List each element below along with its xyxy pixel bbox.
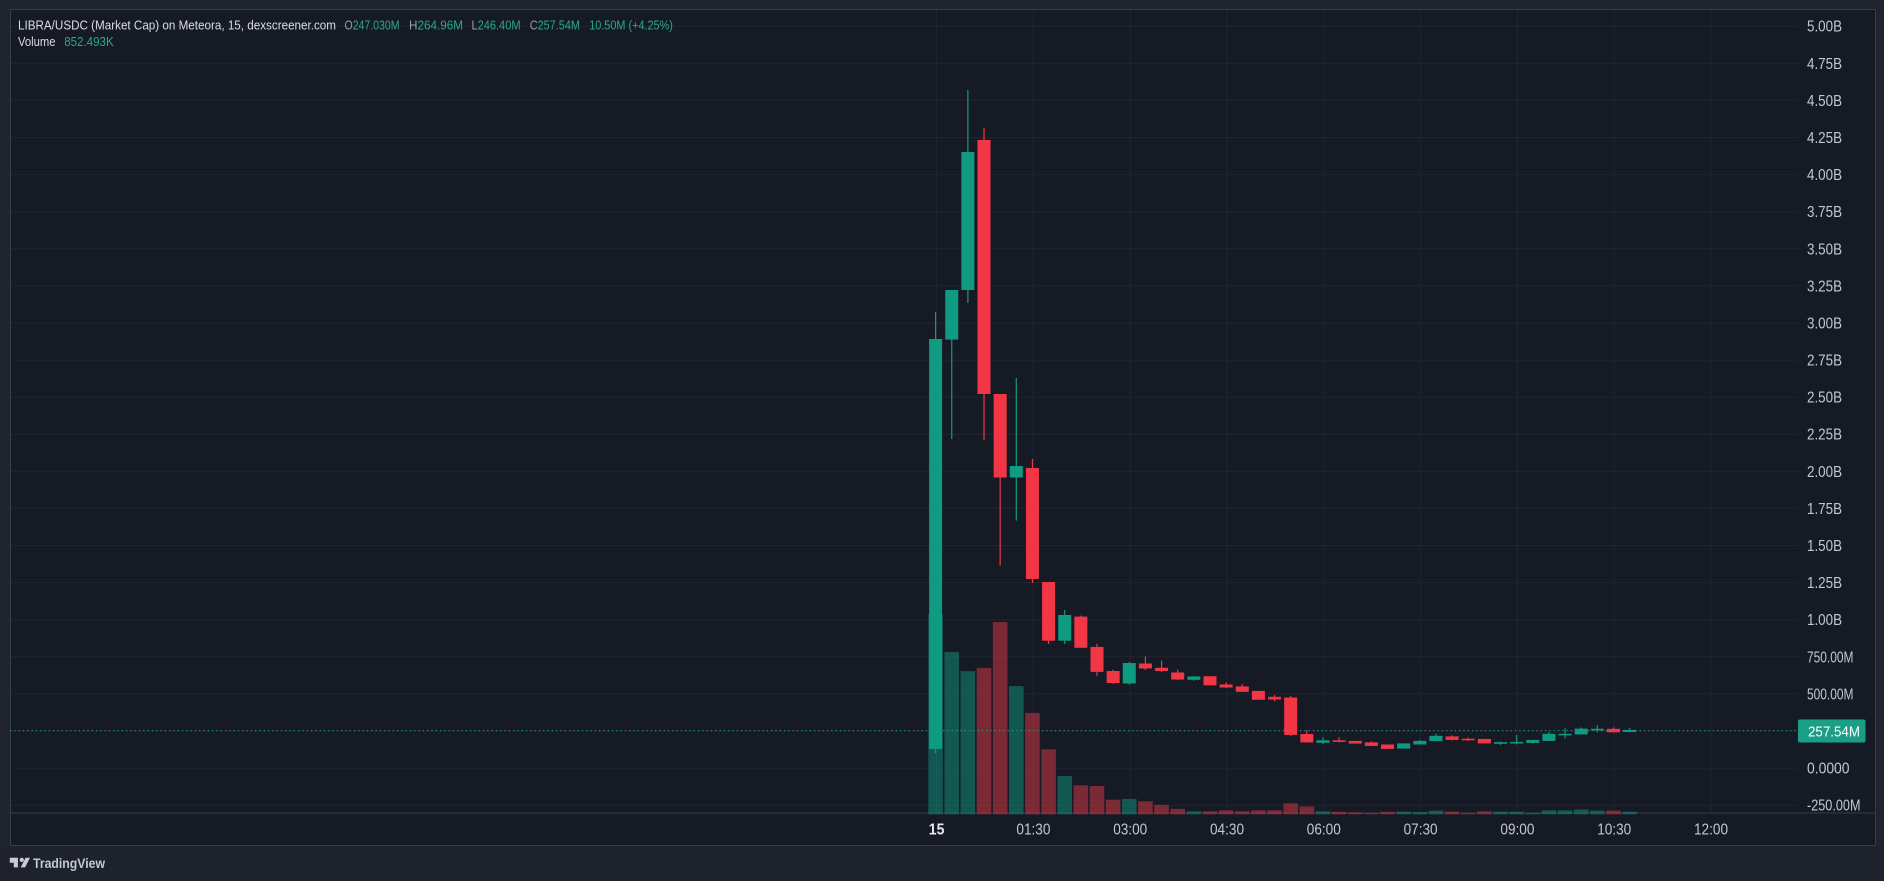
svg-text:257.54M: 257.54M xyxy=(1808,725,1860,741)
svg-text:852.493K: 852.493K xyxy=(64,35,114,49)
svg-text:3.75B: 3.75B xyxy=(1807,204,1842,221)
svg-text:2.50B: 2.50B xyxy=(1807,390,1842,407)
svg-text:10.50M (+4.25%): 10.50M (+4.25%) xyxy=(589,19,673,33)
svg-text:750.00M: 750.00M xyxy=(1807,649,1854,666)
svg-text:1.25B: 1.25B xyxy=(1807,575,1842,592)
svg-text:C257.54M: C257.54M xyxy=(530,19,580,33)
svg-text:5.00B: 5.00B xyxy=(1807,19,1842,36)
svg-text:3.50B: 3.50B xyxy=(1807,241,1842,258)
svg-text:LIBRA/USDC (Market Cap) on Met: LIBRA/USDC (Market Cap) on Meteora, 15, … xyxy=(18,19,336,33)
svg-text:Volume: Volume xyxy=(18,35,56,49)
svg-text:1.50B: 1.50B xyxy=(1807,538,1842,555)
svg-text:2.25B: 2.25B xyxy=(1807,427,1842,444)
svg-text:L246.40M: L246.40M xyxy=(472,19,521,33)
svg-text:15: 15 xyxy=(929,822,945,839)
svg-text:1.00B: 1.00B xyxy=(1807,612,1842,629)
svg-text:-250.00M: -250.00M xyxy=(1807,798,1861,815)
svg-text:4.00B: 4.00B xyxy=(1807,167,1842,184)
svg-text:12:00: 12:00 xyxy=(1694,822,1728,839)
svg-text:10:30: 10:30 xyxy=(1597,822,1631,839)
svg-text:4.75B: 4.75B xyxy=(1807,56,1842,73)
svg-text:07:30: 07:30 xyxy=(1404,822,1438,839)
svg-text:2.75B: 2.75B xyxy=(1807,353,1842,370)
svg-text:4.50B: 4.50B xyxy=(1807,93,1842,110)
svg-text:4.25B: 4.25B xyxy=(1807,130,1842,147)
svg-text:500.00M: 500.00M xyxy=(1807,686,1854,703)
svg-text:2.00B: 2.00B xyxy=(1807,464,1842,481)
svg-text:3.25B: 3.25B xyxy=(1807,278,1842,295)
svg-text:O247.030M: O247.030M xyxy=(345,19,400,33)
svg-text:TradingView: TradingView xyxy=(33,856,105,871)
svg-text:3.00B: 3.00B xyxy=(1807,316,1842,333)
svg-text:01:30: 01:30 xyxy=(1016,822,1050,839)
svg-text:0.0000: 0.0000 xyxy=(1807,761,1850,778)
svg-text:H264.96M: H264.96M xyxy=(409,19,463,33)
svg-text:03:00: 03:00 xyxy=(1113,822,1147,839)
svg-text:04:30: 04:30 xyxy=(1210,822,1244,839)
svg-text:1.75B: 1.75B xyxy=(1807,501,1842,518)
svg-text:06:00: 06:00 xyxy=(1307,822,1341,839)
svg-text:09:00: 09:00 xyxy=(1500,822,1534,839)
